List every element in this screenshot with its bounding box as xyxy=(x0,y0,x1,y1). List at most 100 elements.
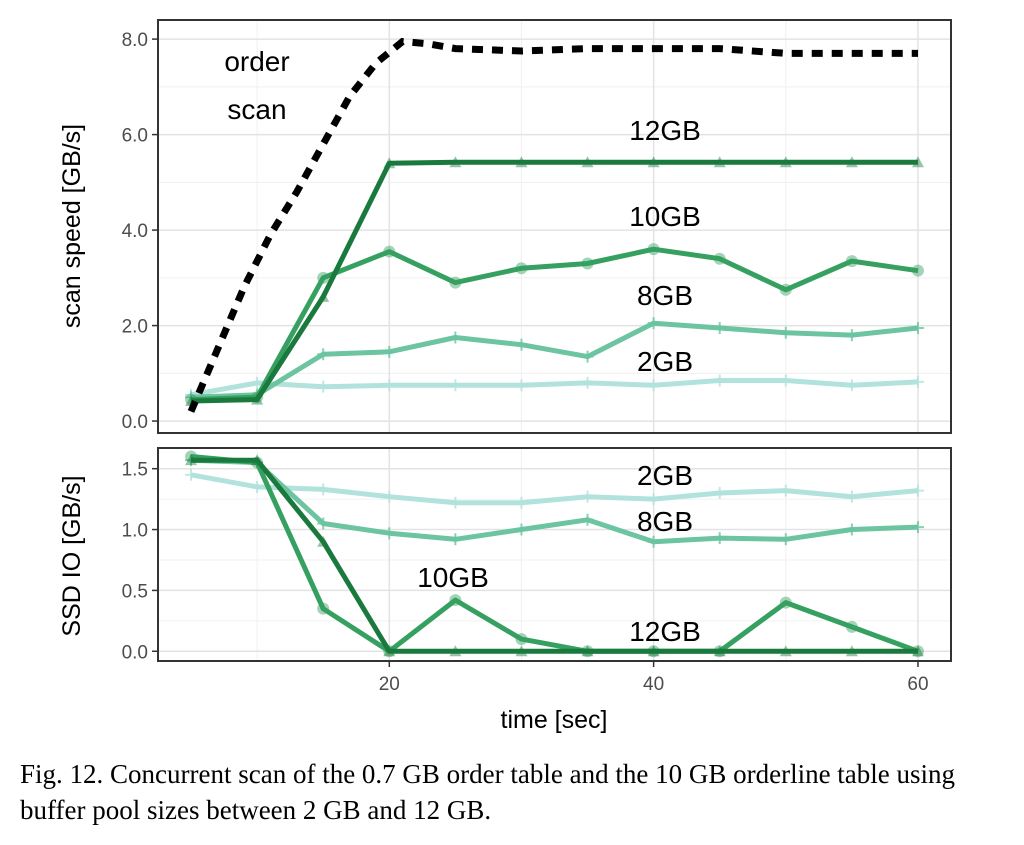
bottom-point-8gb xyxy=(515,523,528,536)
top-series-line-2gb xyxy=(190,378,919,398)
top-series-line-order-scan xyxy=(187,37,918,413)
top-y-tick-label: 4.0 xyxy=(122,221,148,242)
bottom-series-labels: 2GB 8GB 10GB 12GB xyxy=(417,460,701,647)
x-ticks: 20 40 60 xyxy=(379,661,929,695)
x-tick-label: 20 xyxy=(379,674,400,695)
top-point-2gb xyxy=(317,380,330,393)
x-tick-label: 40 xyxy=(643,674,664,695)
bottom-point-10gb xyxy=(317,602,330,615)
top-point-10gb xyxy=(713,252,726,265)
bottom-point-2gb xyxy=(383,490,396,503)
top-point-2gb xyxy=(449,379,462,392)
bottom-point-12gb xyxy=(383,645,396,657)
top-y-tick-label: 6.0 xyxy=(122,126,148,147)
top-point-12gb xyxy=(713,156,726,168)
bottom-point-2gb xyxy=(845,490,858,503)
top-point-8gb xyxy=(317,348,330,361)
top-series-labels: order scan 12GB 10GB 8GB 2GB xyxy=(224,46,700,377)
bottom-series-line-12gb xyxy=(191,457,918,654)
top-point-12gb xyxy=(449,156,462,168)
figure-svg: 0.0 2.0 4.0 6.0 8.0 scan speed [GB/s] order … xyxy=(58,19,952,734)
bottom-y-tick-label: 0.0 xyxy=(122,642,148,663)
top-point-8gb xyxy=(911,321,924,334)
bottom-point-12gb xyxy=(581,645,594,657)
top-panel: 0.0 2.0 4.0 6.0 8.0 scan speed [GB/s] order … xyxy=(58,19,952,434)
label-order-scan-line2: scan xyxy=(227,94,286,125)
top-point-10gb xyxy=(383,245,396,258)
bottom-panel-border xyxy=(157,447,952,662)
label-top-8gb: 8GB xyxy=(637,280,693,311)
bottom-panel-background xyxy=(158,448,951,661)
figure-caption: Fig. 12. Concurrent scan of the 0.7 GB o… xyxy=(20,759,956,825)
top-point-12gb xyxy=(515,156,528,168)
top-y-tick-label: 8.0 xyxy=(122,30,148,51)
bottom-point-12gb xyxy=(185,454,198,466)
top-point-2gb xyxy=(911,375,924,388)
top-y-tick-label: 2.0 xyxy=(122,317,148,338)
bottom-panel: 0.0 0.5 1.0 1.5 20 40 60 SSD IO [GB/s] time [… xyxy=(58,447,952,734)
top-y-tick-label: 0.0 xyxy=(122,412,148,433)
top-point-10gb xyxy=(647,243,660,256)
x-tick-label: 60 xyxy=(907,674,928,695)
bottom-point-12gb xyxy=(845,645,858,657)
label-order-scan-line1: order xyxy=(224,46,289,77)
top-point-2gb xyxy=(581,376,594,389)
bottom-y-axis-title: SSD IO [GB/s] xyxy=(58,475,86,636)
bottom-point-2gb xyxy=(647,493,660,506)
top-point-12gb xyxy=(251,393,264,405)
top-point-12gb xyxy=(647,156,660,168)
top-point-8gb xyxy=(845,329,858,342)
label-top-10gb: 10GB xyxy=(629,201,701,232)
top-y-axis-title: scan speed [GB/s] xyxy=(58,124,86,328)
bottom-point-2gb xyxy=(911,484,924,497)
bottom-point-2gb xyxy=(317,483,330,496)
top-point-10gb xyxy=(317,271,330,284)
bottom-point-12gb xyxy=(449,645,462,657)
top-point-2gb xyxy=(383,379,396,392)
bottom-point-12gb xyxy=(317,535,330,547)
top-lines xyxy=(185,37,924,413)
bottom-point-2gb xyxy=(449,496,462,509)
top-panel-background xyxy=(158,20,951,433)
top-grid xyxy=(158,20,951,433)
top-point-10gb xyxy=(449,276,462,289)
x-axis-title: time [sec] xyxy=(501,706,608,734)
bottom-point-2gb xyxy=(185,468,198,481)
bottom-point-8gb xyxy=(449,533,462,546)
label-top-12gb: 12GB xyxy=(629,115,701,146)
top-point-8gb xyxy=(383,345,396,358)
bottom-point-2gb xyxy=(251,480,264,493)
top-series-line-10gb xyxy=(190,246,919,403)
bottom-point-10gb xyxy=(515,633,528,646)
bottom-point-8gb xyxy=(911,521,924,534)
bottom-point-8gb xyxy=(779,533,792,546)
bottom-point-2gb xyxy=(713,487,726,500)
bottom-lines xyxy=(185,450,924,658)
top-point-12gb xyxy=(845,156,858,168)
top-point-8gb xyxy=(581,350,594,363)
bottom-point-8gb xyxy=(845,523,858,536)
bottom-point-10gb xyxy=(449,594,462,607)
top-series-line-12gb xyxy=(190,159,918,404)
bottom-point-10gb xyxy=(779,596,792,609)
bottom-y-tick-label: 1.0 xyxy=(122,521,148,542)
bottom-point-12gb xyxy=(779,645,792,657)
top-point-8gb xyxy=(449,331,462,344)
top-point-12gb xyxy=(383,157,396,169)
top-point-10gb xyxy=(911,264,924,277)
top-y-ticks: 0.0 2.0 4.0 6.0 8.0 xyxy=(122,30,158,433)
top-point-12gb xyxy=(317,290,330,302)
bottom-point-2gb xyxy=(515,496,528,509)
top-point-2gb xyxy=(779,374,792,387)
top-point-10gb xyxy=(845,255,858,268)
bottom-point-8gb xyxy=(581,513,594,526)
top-point-10gb xyxy=(779,283,792,296)
bottom-point-12gb xyxy=(713,645,726,657)
top-point-2gb xyxy=(515,379,528,392)
top-point-10gb xyxy=(515,262,528,275)
label-top-2gb: 2GB xyxy=(637,346,693,377)
label-bottom-2gb: 2GB xyxy=(637,460,693,491)
bottom-series-line-2gb xyxy=(190,472,919,506)
label-bottom-8gb: 8GB xyxy=(637,506,693,537)
top-point-12gb xyxy=(581,156,594,168)
